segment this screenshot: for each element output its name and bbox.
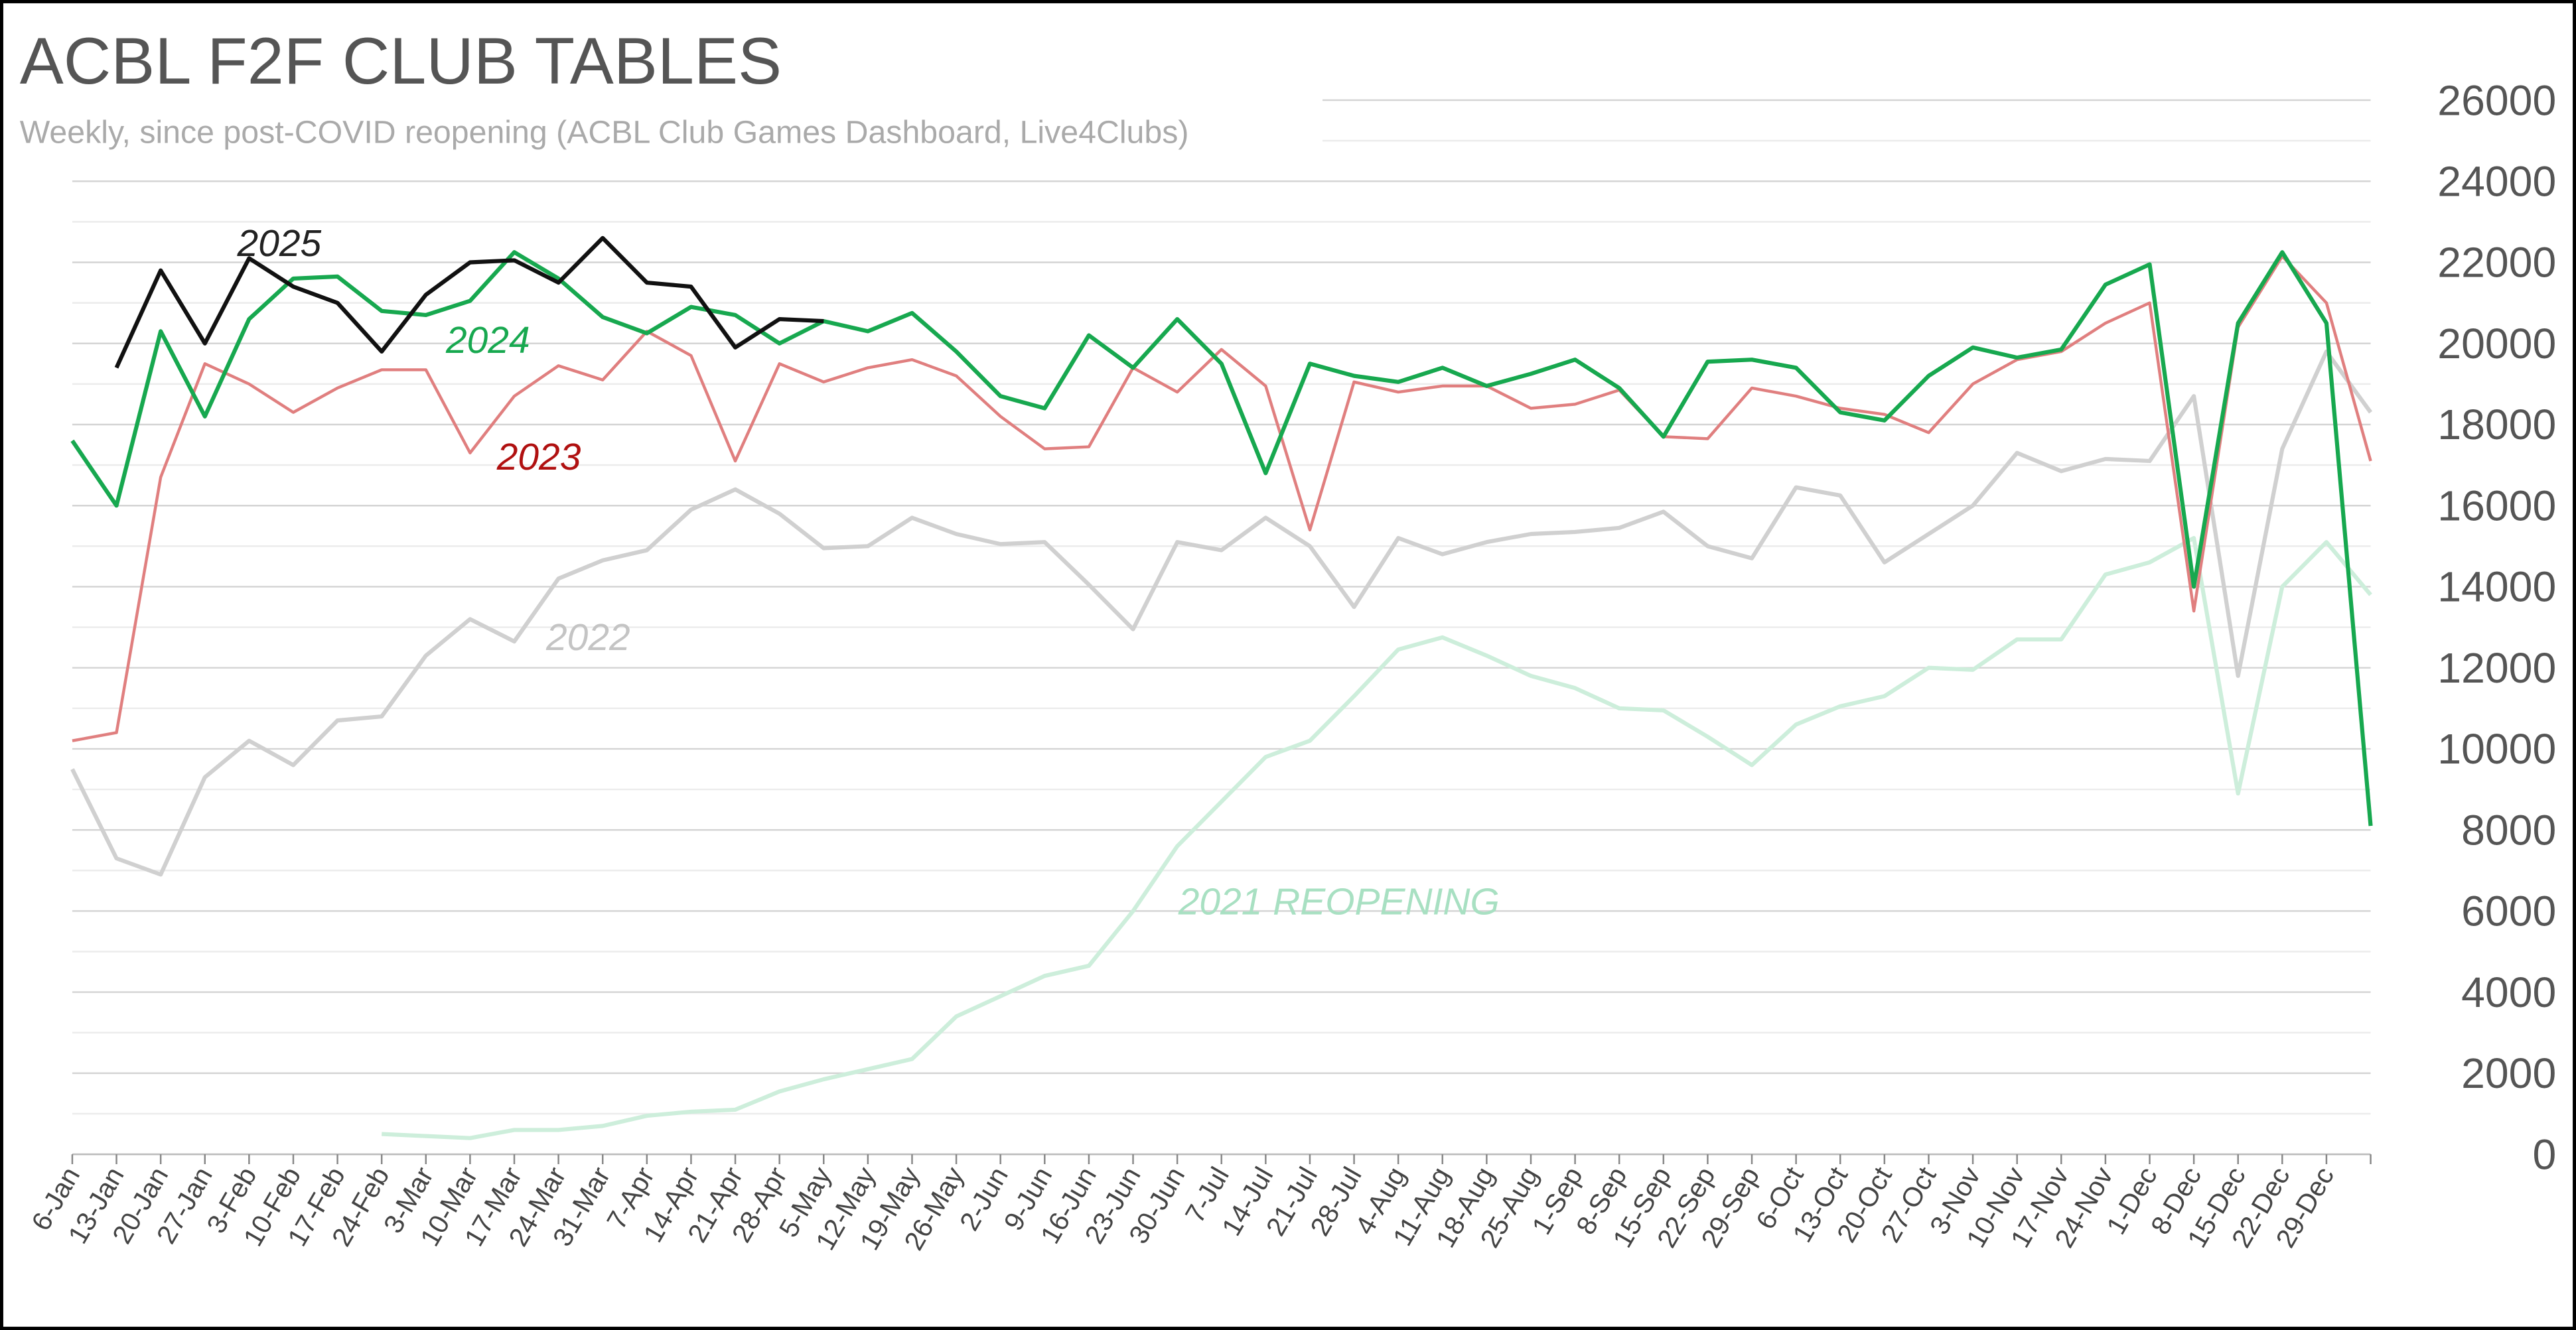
series-line xyxy=(70,250,2373,827)
y-tick-label: 26000 xyxy=(2437,76,2556,124)
y-tick-label: 12000 xyxy=(2437,644,2556,692)
y-tick-label: 0 xyxy=(2532,1130,2556,1178)
series-label: 2025 xyxy=(237,222,322,265)
y-tick-label: 14000 xyxy=(2437,563,2556,611)
y-tick-label: 8000 xyxy=(2461,806,2556,854)
y-tick-label: 6000 xyxy=(2461,888,2556,935)
series-label: 2024 xyxy=(445,319,530,362)
series-line xyxy=(70,349,2373,877)
chart-subtitle: Weekly, since post-COVID reopening (ACBL… xyxy=(20,114,1189,150)
y-tick-label: 16000 xyxy=(2437,482,2556,529)
chart-title: ACBL F2F CLUB TABLES xyxy=(20,24,782,98)
series-line xyxy=(382,536,2372,1140)
y-tick-label: 2000 xyxy=(2461,1049,2556,1097)
series-label: 2023 xyxy=(496,436,581,478)
y-tick-label: 4000 xyxy=(2461,968,2556,1016)
series-label: 2022 xyxy=(545,616,630,659)
y-tick-label: 24000 xyxy=(2437,158,2556,206)
y-tick-label: 20000 xyxy=(2437,320,2556,367)
series-line xyxy=(114,235,824,369)
y-tick-label: 18000 xyxy=(2437,401,2556,448)
series-label: 2021 REOPENING xyxy=(1178,881,1500,923)
y-tick-label: 10000 xyxy=(2437,725,2556,773)
series-line xyxy=(72,255,2372,742)
y-tick-label: 22000 xyxy=(2437,239,2556,287)
